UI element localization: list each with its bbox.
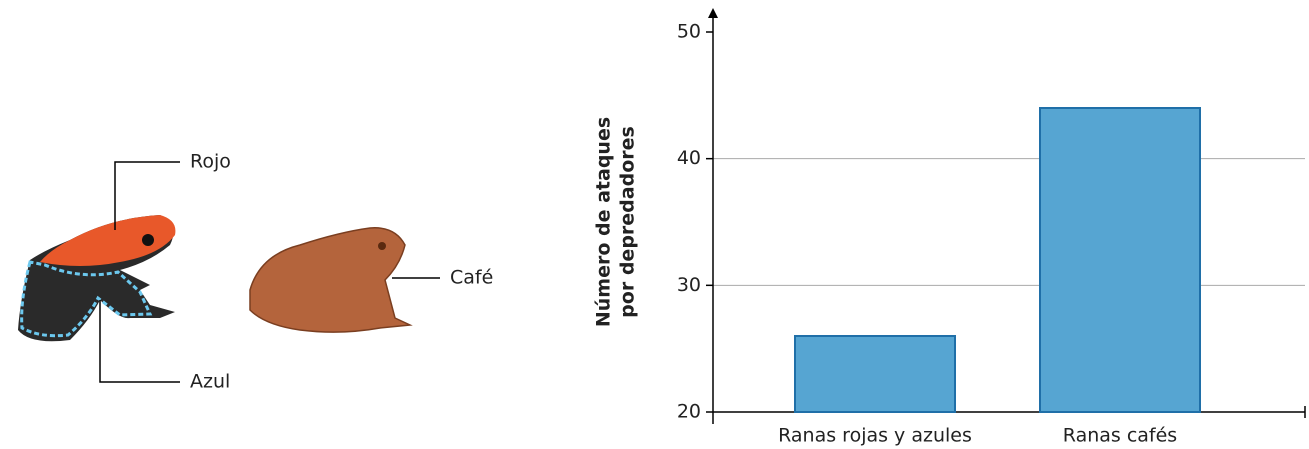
brown-frog-illustration (249, 227, 413, 333)
y-axis-label: Número de ataques (593, 117, 615, 327)
y-tick-label: 30 (677, 274, 701, 296)
bar (1039, 107, 1201, 413)
illustration-label: Café (450, 267, 493, 289)
x-tick-label: Ranas cafés (1063, 425, 1177, 447)
y-tick-label: 20 (677, 401, 701, 423)
illustration-label: Rojo (190, 151, 231, 173)
x-tick-label: Ranas rojas y azules (778, 425, 972, 447)
leader-line (99, 300, 180, 383)
leader-line (114, 161, 180, 230)
poison-frog-illustration (18, 215, 176, 342)
y-tick-label: 40 (677, 147, 701, 169)
bar (794, 335, 956, 413)
y-axis-label: por depredadores (617, 126, 639, 318)
y-tick-label: 50 (677, 21, 701, 43)
illustration-label: Azul (190, 371, 230, 393)
y-axis-arrow (708, 8, 718, 18)
